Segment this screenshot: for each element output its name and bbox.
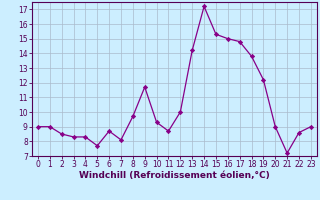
X-axis label: Windchill (Refroidissement éolien,°C): Windchill (Refroidissement éolien,°C) — [79, 171, 270, 180]
